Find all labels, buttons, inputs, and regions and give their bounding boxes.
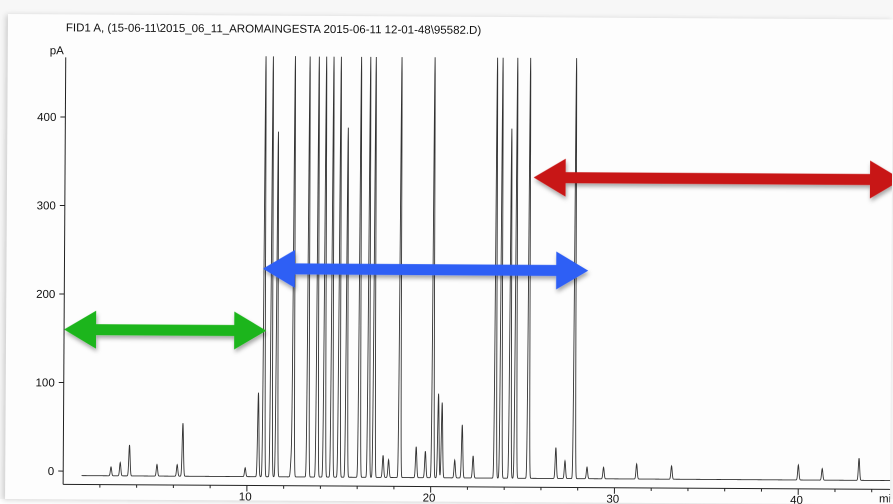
- x-tick-label: 10: [239, 491, 252, 503]
- y-axis-label: pA: [50, 45, 64, 57]
- chromatogram-paper: FID1 A, (15-06-11\2015_06_11_AROMAINGEST…: [5, 14, 893, 504]
- y-tick-label: 200: [36, 289, 55, 301]
- green-arrow: [64, 310, 266, 349]
- red-arrow-shape: [534, 158, 893, 198]
- x-tick-label: 40: [790, 495, 803, 504]
- annotation-arrows: [64, 156, 893, 354]
- blue-arrow-shape: [263, 250, 589, 290]
- red-arrow: [534, 158, 893, 198]
- blue-arrow: [263, 250, 589, 290]
- y-axis-line: [63, 57, 66, 484]
- y-tick-label: 0: [48, 466, 54, 478]
- chart-title: FID1 A, (15-06-11\2015_06_11_AROMAINGEST…: [66, 22, 482, 37]
- x-axis-line: [63, 484, 890, 489]
- y-tick-label: 300: [37, 200, 56, 212]
- x-tick-label: 20: [423, 493, 436, 504]
- chromatogram-chart: FID1 A, (15-06-11\2015_06_11_AROMAINGEST…: [5, 14, 893, 504]
- green-arrow-shape: [64, 310, 266, 349]
- y-tick-label: 100: [36, 377, 55, 389]
- y-tick-label: 400: [37, 112, 56, 124]
